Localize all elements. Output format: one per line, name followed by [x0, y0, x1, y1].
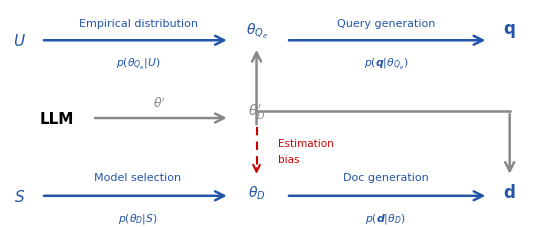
Text: $U$: $U$	[13, 33, 26, 49]
Text: $p(\theta_{Q_e}|U)$: $p(\theta_{Q_e}|U)$	[116, 57, 160, 72]
Text: $\theta_D'$: $\theta_D'$	[248, 102, 265, 121]
Text: $\theta_D$: $\theta_D$	[248, 184, 265, 201]
Text: $S$: $S$	[14, 188, 25, 204]
Text: Estimation: Estimation	[278, 138, 334, 148]
Text: $\theta'$: $\theta'$	[153, 96, 166, 110]
Text: bias: bias	[278, 154, 300, 164]
Text: $\theta_{Q_e}$: $\theta_{Q_e}$	[246, 22, 267, 40]
Text: $p(\boldsymbol{d}|\theta_D)$: $p(\boldsymbol{d}|\theta_D)$	[366, 211, 406, 225]
Text: Query generation: Query generation	[336, 19, 435, 29]
Text: $p(\theta_D|S)$: $p(\theta_D|S)$	[118, 211, 158, 225]
Text: $\mathbf{q}$: $\mathbf{q}$	[503, 22, 516, 40]
Text: Empirical distribution: Empirical distribution	[78, 19, 198, 29]
Text: $\mathbf{d}$: $\mathbf{d}$	[503, 184, 516, 202]
Text: Model selection: Model selection	[94, 172, 181, 182]
Text: Doc generation: Doc generation	[343, 172, 429, 182]
Text: $p(\boldsymbol{q}|\theta_{Q_e})$: $p(\boldsymbol{q}|\theta_{Q_e})$	[363, 57, 408, 72]
Text: LLM: LLM	[40, 111, 75, 126]
